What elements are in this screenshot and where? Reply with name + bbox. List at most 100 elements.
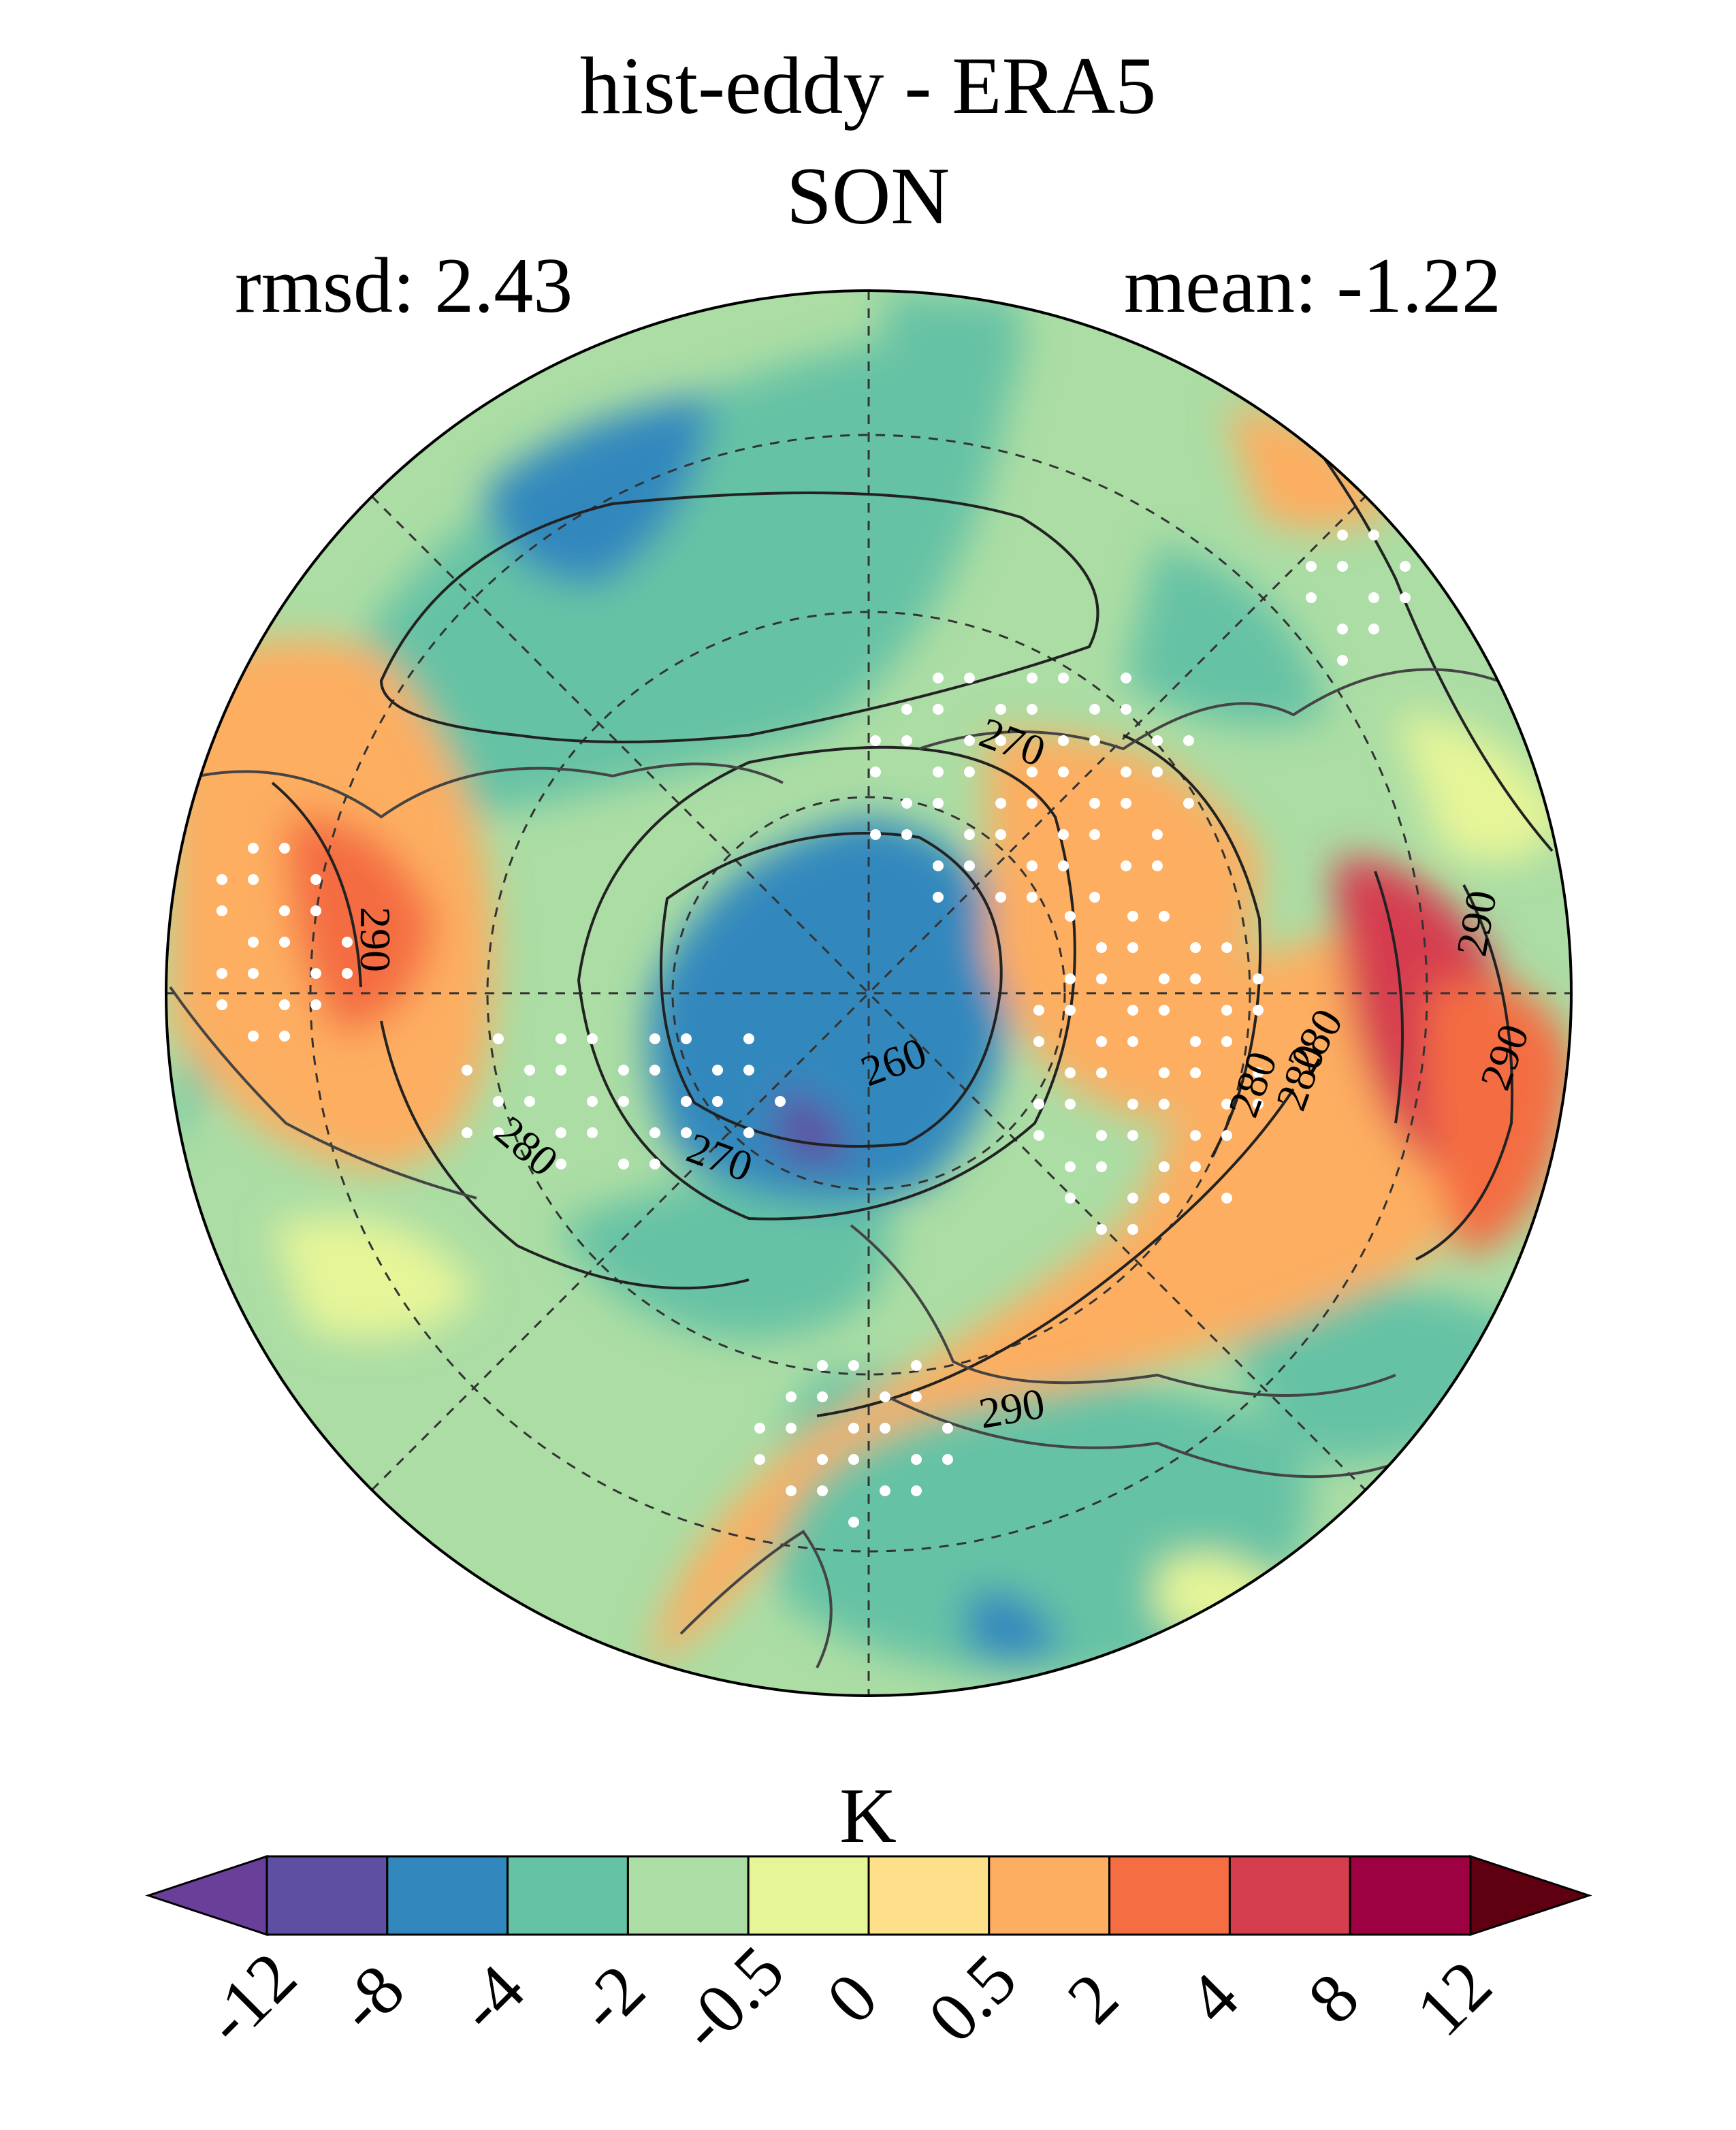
stipple-dot: [1065, 1193, 1076, 1204]
stipple-dot: [1089, 798, 1100, 809]
stipple-dot: [1368, 530, 1379, 540]
stipple-dot: [1058, 673, 1069, 683]
stipple-dot: [1096, 942, 1107, 953]
stipple-dot: [1159, 973, 1170, 984]
stipple-dot: [817, 1454, 828, 1465]
stipple-dot: [1253, 1067, 1264, 1078]
colorbar-over-arrow: [1469, 1854, 1592, 1937]
stipple-dot: [901, 829, 912, 840]
stipple-dot: [1089, 735, 1100, 746]
stipple-dot: [493, 1127, 504, 1138]
stipple-dot: [618, 1096, 629, 1107]
stipple-dot: [216, 905, 227, 916]
stipple-dot: [942, 1454, 953, 1465]
stipple-dot: [248, 843, 259, 854]
stipple-dot: [1058, 829, 1069, 840]
stipple-dot: [1190, 1036, 1201, 1047]
stipple-dot: [587, 1096, 598, 1107]
stipple-dot: [1096, 1067, 1107, 1078]
stipple-dot: [743, 1127, 754, 1138]
mean-label: mean: -1.22: [1123, 242, 1501, 329]
stipple-dot: [681, 1033, 692, 1044]
stipple-dot: [618, 1065, 629, 1076]
stipple-dot: [942, 1423, 953, 1434]
stipple-dot: [1221, 1130, 1232, 1141]
stipple-dot: [1058, 735, 1069, 746]
stipple-dot: [817, 1360, 828, 1371]
stipple-dot: [754, 1423, 765, 1434]
stipple-dot: [279, 1031, 290, 1042]
colorbar-tick-label: 12: [1401, 1946, 1507, 2051]
stipple-dot: [1096, 973, 1107, 984]
stipple-dot: [911, 1485, 922, 1496]
colorbar-tick-label: -0.5: [664, 1931, 799, 2066]
stipple-dot: [1127, 911, 1138, 922]
stipple-dot: [1127, 942, 1138, 953]
stipple-dot: [1121, 860, 1131, 871]
colorbar-segment: [747, 1855, 870, 1936]
stipple-dot: [1221, 1193, 1232, 1204]
colorbar-tick-label: 4: [1173, 1958, 1253, 2039]
stipple-dot: [556, 1159, 566, 1169]
stipple-dot: [1121, 673, 1131, 683]
stipple-dot: [1159, 1005, 1170, 1016]
stipple-dot: [964, 673, 975, 683]
colorbar-segment: [386, 1855, 509, 1936]
stipple-dot: [848, 1360, 859, 1371]
stipple-dot: [1065, 1161, 1076, 1172]
stipple-dot: [279, 999, 290, 1010]
stipple-dot: [1065, 1005, 1076, 1016]
stipple-dot: [964, 860, 975, 871]
stipple-dot: [880, 1485, 890, 1496]
stipple-dot: [870, 735, 881, 746]
stipple-dot: [933, 767, 944, 777]
stipple-dot: [775, 1096, 786, 1107]
stipple-dot: [1159, 911, 1170, 922]
stipple-dot: [556, 1033, 566, 1044]
stipple-dot: [1368, 592, 1379, 603]
stipple-dot: [1027, 798, 1038, 809]
colorbar-segment: [507, 1855, 629, 1936]
stipple-dot: [1190, 973, 1201, 984]
stipple-dot: [1033, 1005, 1044, 1016]
stipple-dot: [524, 1096, 535, 1107]
stipple-dot: [933, 892, 944, 903]
stipple-dot: [712, 1065, 723, 1076]
stipple-dot: [880, 1423, 890, 1434]
stipple-dot: [342, 937, 353, 948]
stipple-dot: [1337, 530, 1348, 540]
colorbar-segment: [867, 1855, 991, 1936]
stipple-dot: [1127, 1099, 1138, 1110]
stipple-dot: [995, 829, 1006, 840]
stipple-dot: [649, 1127, 660, 1138]
stipple-dot: [1253, 1005, 1264, 1016]
stipple-dot: [1127, 1193, 1138, 1204]
stipple-dot: [786, 1423, 797, 1434]
stipple-dot: [462, 1065, 472, 1076]
stipple-dot: [1337, 655, 1348, 666]
stipple-dot: [1127, 1130, 1138, 1141]
stipple-dot: [1065, 911, 1076, 922]
stipple-dot: [681, 1096, 692, 1107]
colorbar-segment: [1108, 1855, 1231, 1936]
stipple-dot: [743, 1033, 754, 1044]
colorbar-segment: [988, 1855, 1111, 1936]
stipple-dot: [1033, 1036, 1044, 1047]
stipple-dot: [964, 767, 975, 777]
stipple-dot: [1190, 942, 1201, 953]
colorbar-segment: [266, 1855, 389, 1936]
stipple-dot: [786, 1485, 797, 1496]
stipple-dot: [1065, 973, 1076, 984]
stipple-dot: [1027, 767, 1038, 777]
stipple-dot: [342, 968, 353, 979]
stipple-dot: [1152, 735, 1163, 746]
stipple-dot: [1089, 892, 1100, 903]
stipple-dot: [1089, 704, 1100, 715]
colorbar-segment: [1349, 1855, 1472, 1936]
stipple-dot: [848, 1517, 859, 1528]
stipple-dot: [1027, 892, 1038, 903]
stipple-dot: [1152, 860, 1163, 871]
stipple-dot: [1183, 735, 1194, 746]
stipple-dot: [1159, 1067, 1170, 1078]
stipple-dot: [1121, 767, 1131, 777]
